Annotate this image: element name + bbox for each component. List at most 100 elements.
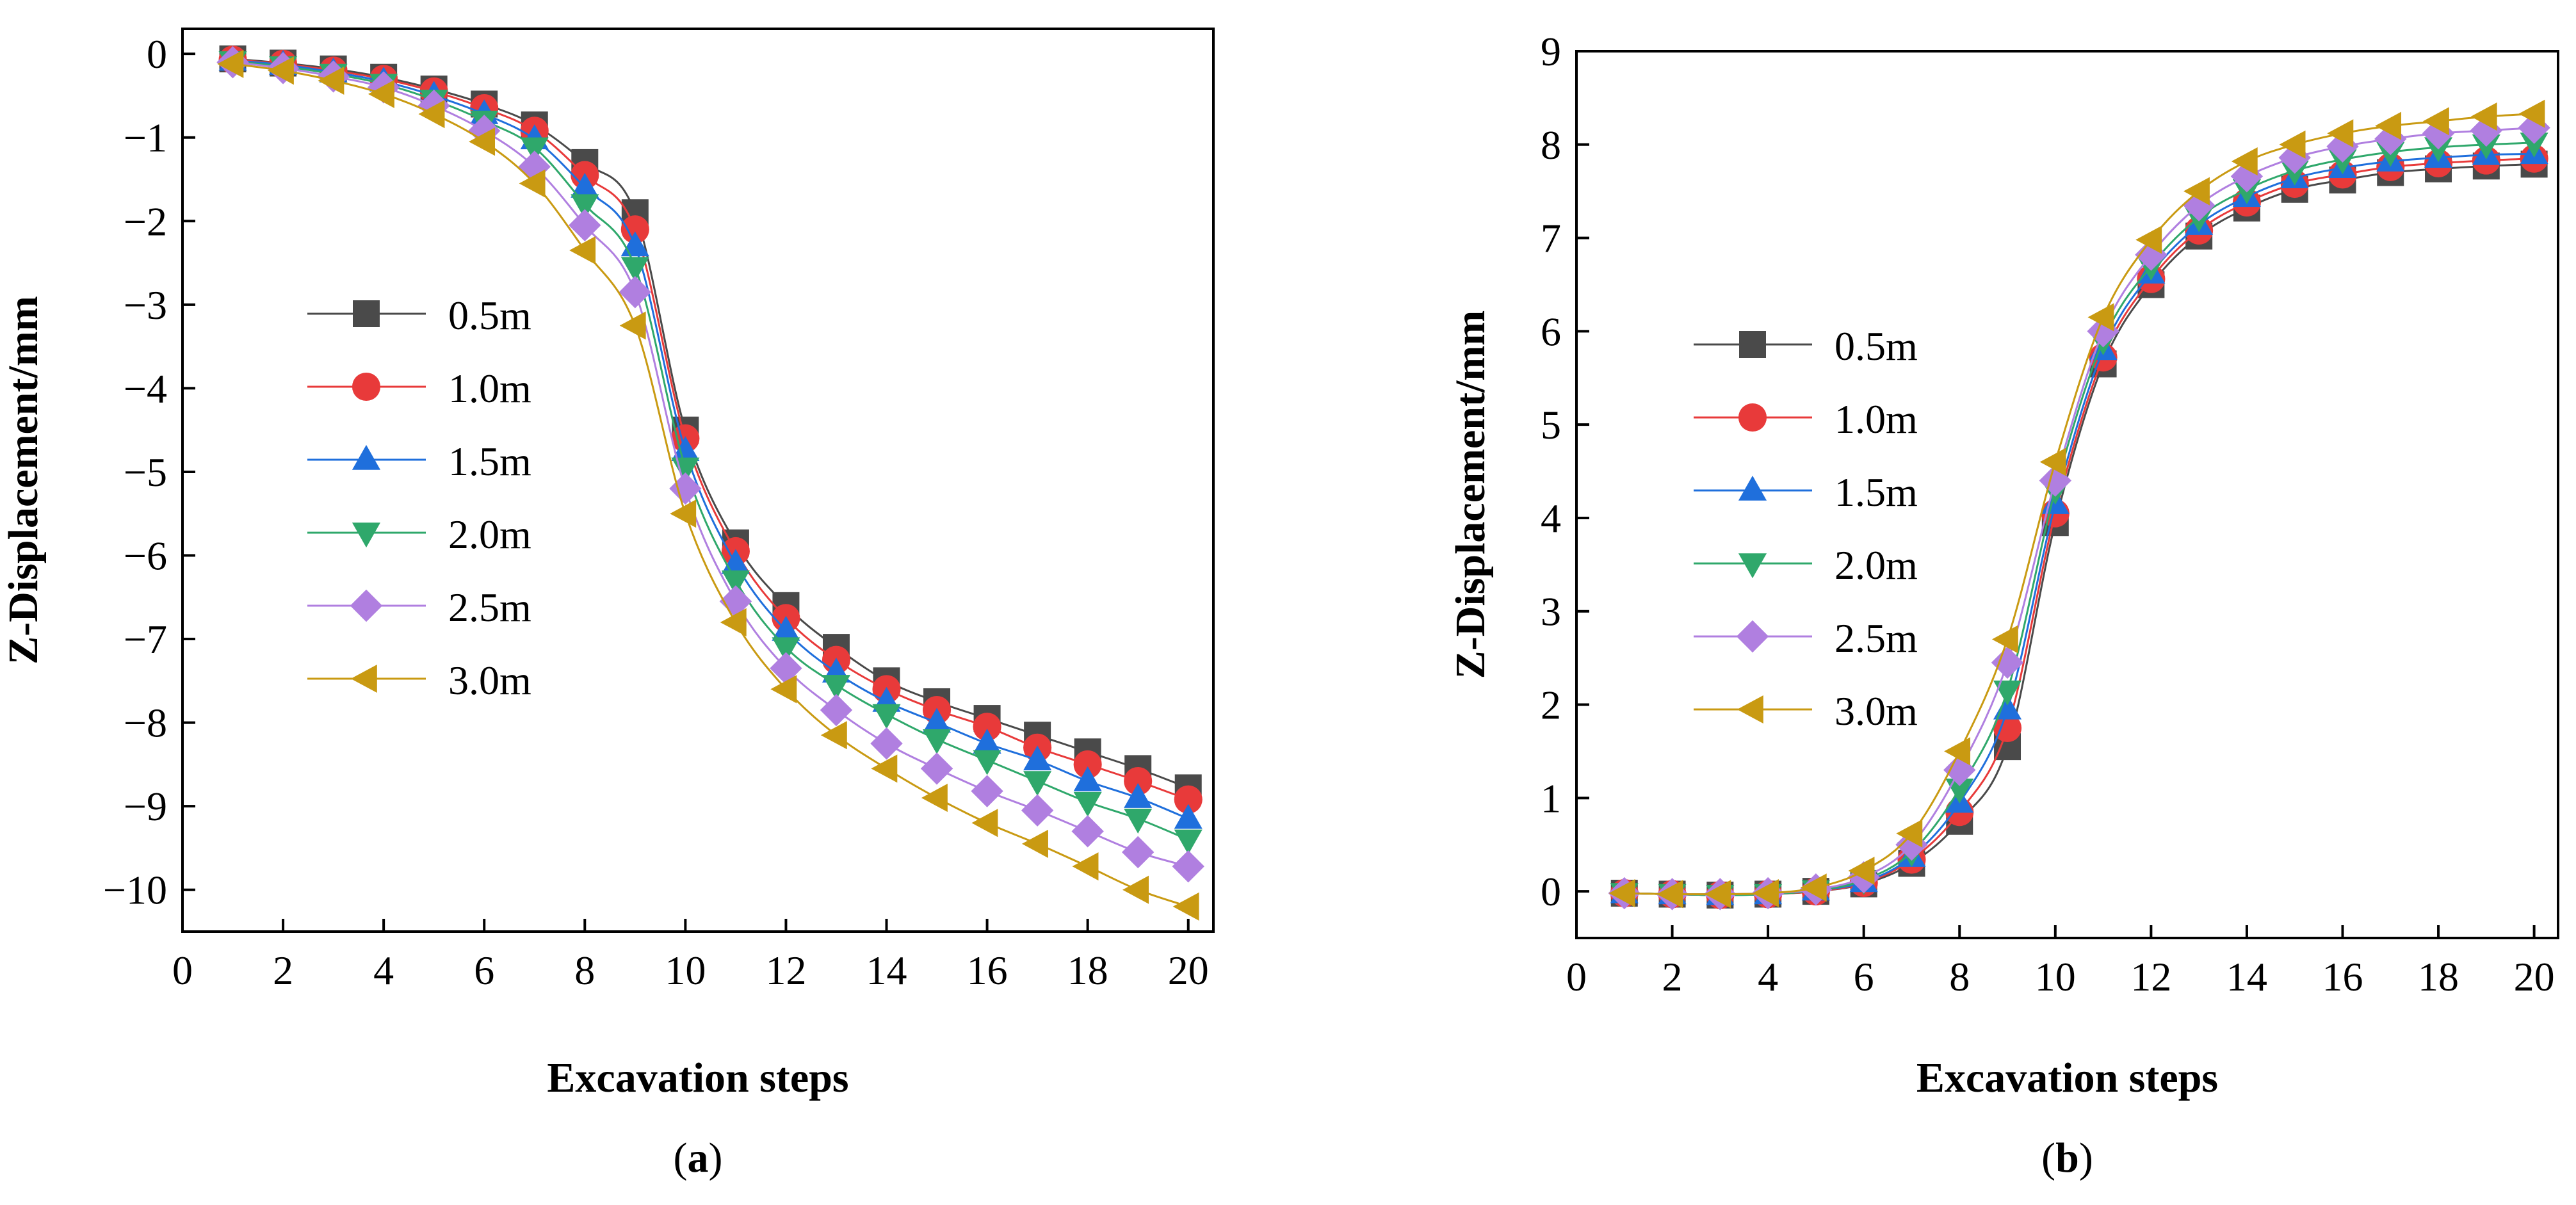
x-tick-label: 8 <box>574 948 595 993</box>
data-point-3.0m-step-9 <box>619 311 646 340</box>
legend-marker-1.0m <box>1738 403 1767 432</box>
y-tick-label: 4 <box>1541 496 1561 541</box>
data-point-2.5m-step-16 <box>971 775 1003 807</box>
data-point-3.0m-step-18 <box>2422 107 2449 136</box>
data-point-3.0m-step-19 <box>2470 102 2497 131</box>
x-tick-label: 14 <box>866 948 907 993</box>
y-tick-label: −4 <box>124 366 167 411</box>
series-line-0.5m <box>1624 163 2534 896</box>
y-tick-label: 1 <box>1541 775 1561 821</box>
data-point-3.0m-step-7 <box>1896 819 1923 848</box>
data-point-3.0m-step-1 <box>217 49 244 78</box>
x-tick-label: 2 <box>1662 954 1683 999</box>
x-tick-label: 0 <box>1566 954 1587 999</box>
legend-label-3.0m: 3.0m <box>1835 688 1918 734</box>
data-point-2.5m-step-16 <box>2326 130 2359 163</box>
x-tick-label: 4 <box>1758 954 1778 999</box>
data-point-2.5m-step-19 <box>1121 836 1154 869</box>
y-tick-label: 6 <box>1541 309 1561 354</box>
legend-label-3.0m: 3.0m <box>448 658 531 703</box>
data-point-3.0m-step-5 <box>1800 873 1827 902</box>
panel-label-open: ( <box>2041 1135 2055 1181</box>
legend: 0.5m 1.0m 1.5m 2.0m 2.5m 3.0m <box>1694 323 1918 734</box>
data-point-3.0m-step-12 <box>770 675 797 704</box>
data-point-1.0m-step-9 <box>620 215 649 244</box>
data-point-3.0m-step-8 <box>569 236 596 265</box>
y-tick-label: 3 <box>1541 589 1561 635</box>
data-point-3.0m-step-14 <box>2231 147 2258 176</box>
legend-label-2.5m: 2.5m <box>448 585 531 630</box>
data-point-2.5m-step-9 <box>1991 646 2024 679</box>
data-point-3.0m-step-16 <box>2327 119 2354 148</box>
data-point-1.5m-step-20 <box>1174 804 1203 829</box>
x-tick-label: 10 <box>665 948 706 993</box>
data-point-2.5m-step-8 <box>569 209 601 242</box>
x-axis-title: Excavation steps <box>547 1055 848 1101</box>
legend-label-0.5m: 0.5m <box>1835 323 1918 369</box>
y-tick-label: 9 <box>1541 29 1561 74</box>
legend-marker-3.0m <box>350 664 377 693</box>
data-point-2.0m-step-9 <box>1993 680 2022 706</box>
data-point-3.0m-step-9 <box>1991 625 2018 654</box>
data-point-3.0m-step-3 <box>1705 880 1731 909</box>
panel-a-chart: 0 2 4 6 8 10 12 14 16 18 20 0 −1 −2 −3 −4 −5 −6 −7 −8 −9 −10 0… <box>0 28 1215 1181</box>
y-tick-label: 7 <box>1541 216 1561 261</box>
data-point-2.5m-step-9 <box>619 276 652 309</box>
x-tick-label: 18 <box>2418 954 2459 999</box>
panel-label: (b) <box>2041 1135 2093 1181</box>
data-point-3.0m-step-16 <box>971 809 998 837</box>
data-point-1.0m-step-9 <box>1993 713 2022 743</box>
data-point-1.0m-step-20 <box>1174 785 1203 814</box>
x-tick-label: 2 <box>273 948 293 993</box>
data-point-1.5m-step-8 <box>571 172 599 198</box>
data-point-1.5m-step-19 <box>1124 783 1153 808</box>
data-point-3.0m-step-17 <box>2375 111 2402 140</box>
data-point-3.0m-step-2 <box>267 56 294 85</box>
y-tick-label: −2 <box>124 198 167 244</box>
series-line-1.0m <box>1624 158 2534 896</box>
data-point-3.0m-step-10 <box>670 499 697 528</box>
x-tick-label: 6 <box>1854 954 1874 999</box>
x-tick-label: 20 <box>2514 954 2555 999</box>
series-line-2.5m <box>1624 127 2534 896</box>
panel-label-close: ) <box>709 1135 723 1181</box>
panel-label-close: ) <box>2079 1135 2093 1181</box>
x-tick-label: 10 <box>2035 954 2076 999</box>
y-tick-label: 0 <box>147 31 167 77</box>
legend-label-1.0m: 1.0m <box>1835 396 1918 442</box>
y-tick-label: −5 <box>124 449 167 495</box>
data-point-2.5m-step-12 <box>770 652 802 684</box>
x-tick-label: 16 <box>967 948 1008 993</box>
data-point-1.5m-step-18 <box>1073 766 1102 791</box>
data-point-2.0m-step-16 <box>973 750 1001 775</box>
data-point-1.0m-step-19 <box>1124 766 1153 796</box>
x-tick-label: 20 <box>1168 948 1209 993</box>
data-point-2.5m-step-17 <box>1021 794 1054 827</box>
data-point-3.0m-step-14 <box>871 754 898 783</box>
data-point-2.0m-step-19 <box>1124 809 1153 834</box>
data-point-2.0m-step-18 <box>2424 137 2453 163</box>
data-point-3.0m-step-11 <box>720 608 747 636</box>
data-point-2.5m-step-14 <box>2230 160 2264 193</box>
data-point-2.5m-step-11 <box>719 585 752 618</box>
data-point-3.0m-step-17 <box>1021 829 1048 858</box>
data-point-3.0m-step-12 <box>2135 225 2162 254</box>
legend-marker-2.5m <box>1736 620 1769 653</box>
x-tick-label: 6 <box>474 948 494 993</box>
y-axis-title: Z-Displacement/mm <box>1447 311 1494 679</box>
panel-label-letter: a <box>688 1135 709 1181</box>
data-point-3.0m-step-7 <box>519 169 546 198</box>
series-line-2.0m <box>1624 142 2534 896</box>
data-point-1.5m-step-10 <box>671 436 700 462</box>
series-line-1.5m <box>232 60 1189 820</box>
data-point-1.5m-step-15 <box>922 708 952 733</box>
legend-label-1.5m: 1.5m <box>1835 469 1918 515</box>
legend-label-1.0m: 1.0m <box>448 366 531 411</box>
x-tick-label: 16 <box>2322 954 2363 999</box>
data-point-3.0m-step-13 <box>820 721 847 750</box>
x-tick-label: 4 <box>373 948 394 993</box>
data-point-3.0m-step-2 <box>1657 880 1683 909</box>
legend-label-1.5m: 1.5m <box>448 439 531 484</box>
data-point-1.5m-step-17 <box>1023 745 1052 771</box>
